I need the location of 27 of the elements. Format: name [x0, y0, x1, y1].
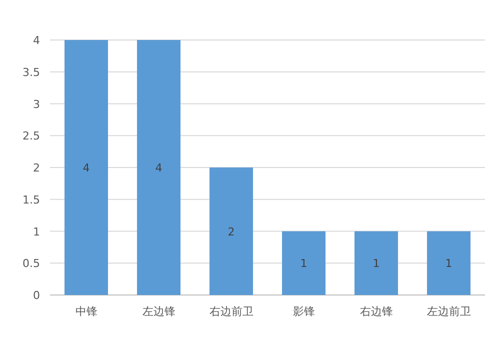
data-label: 4 — [82, 162, 90, 174]
bar — [137, 40, 180, 295]
y-tick-label: 4 — [33, 34, 40, 47]
y-tick-label: 0 — [33, 289, 40, 302]
bar — [282, 231, 326, 295]
bar — [64, 40, 108, 295]
y-tick-label: 3.5 — [22, 66, 40, 79]
y-tick-label: 0.5 — [22, 257, 40, 270]
x-tick-label: 中锋 — [75, 305, 98, 318]
x-tick-label: 右边前卫 — [209, 305, 254, 318]
data-label: 1 — [300, 257, 308, 270]
y-tick-label: 2 — [33, 162, 40, 174]
data-label: 2 — [228, 225, 235, 238]
x-tick-label: 影锋 — [292, 305, 315, 318]
y-tick-label: 3 — [33, 98, 40, 111]
data-label: 1 — [445, 257, 452, 270]
y-tick-label: 2.5 — [22, 130, 40, 143]
data-label: 1 — [372, 257, 380, 270]
data-label: 4 — [155, 162, 162, 174]
bar — [210, 168, 253, 295]
x-tick-label: 左边前卫 — [426, 305, 471, 318]
x-tick-label: 右边锋 — [360, 305, 393, 318]
x-tick-label: 左边锋 — [142, 305, 176, 318]
bar — [427, 231, 470, 295]
y-tick-label: 1.5 — [22, 193, 40, 206]
y-tick-label: 1 — [33, 225, 40, 238]
bar — [354, 231, 398, 295]
